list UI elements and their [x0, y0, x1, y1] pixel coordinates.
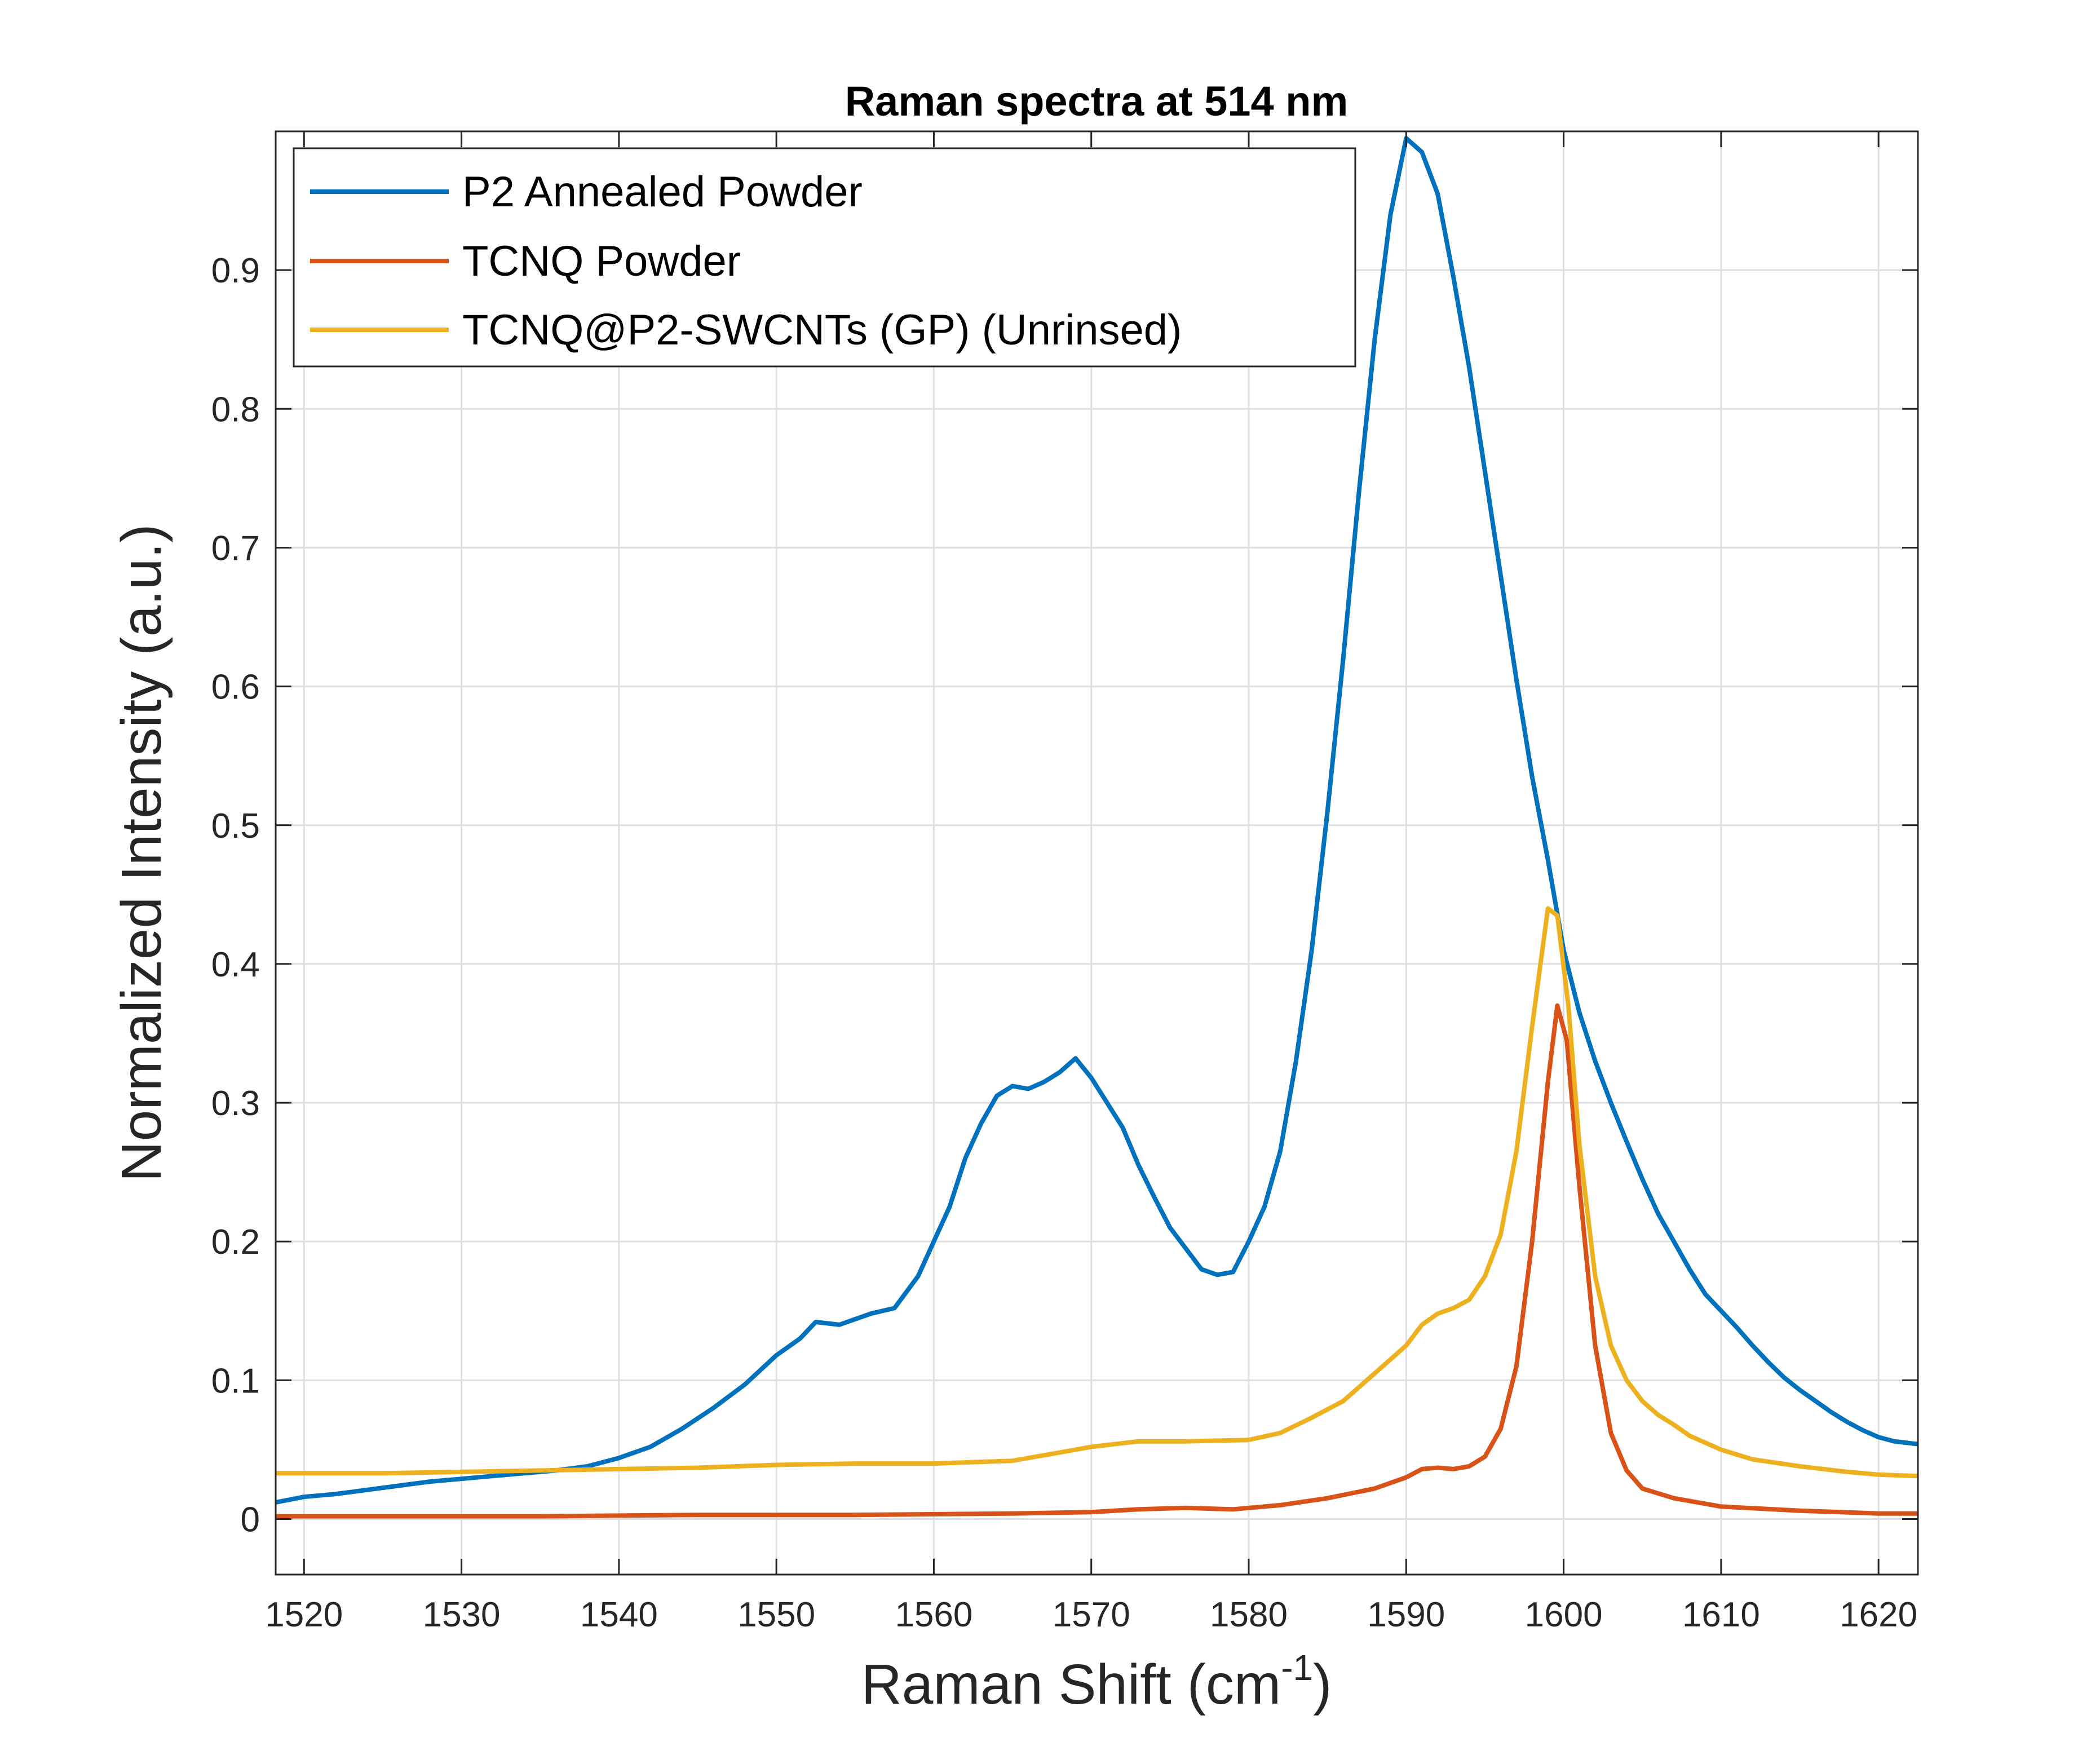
y-tick-label: 0.6: [211, 668, 260, 707]
grid: [276, 131, 1918, 1575]
x-tick-label: 1570: [1053, 1595, 1130, 1634]
y-tick-label: 0.5: [211, 807, 260, 846]
y-tick-labels: 0 0.1 0.2 0.3 0.4 0.5 0.6 0.7 0.8 0.9: [211, 251, 260, 1539]
plot-frame: [275, 130, 1919, 1576]
x-tick-label: 1590: [1367, 1595, 1445, 1634]
x-tick-label: 1620: [1840, 1595, 1917, 1634]
y-tick-label: 0: [241, 1501, 260, 1540]
x-axis-label: Raman Shift (cm-1): [861, 1647, 1332, 1716]
x-axis-label-superscript: -1: [1281, 1647, 1313, 1688]
x-tick-label: 1540: [580, 1595, 658, 1634]
y-tick-label: 0.9: [211, 251, 260, 290]
x-tick-label: 1550: [737, 1595, 815, 1634]
ticks: [276, 131, 1918, 1575]
y-tick-label: 0.2: [211, 1223, 260, 1262]
legend-label-tcnq-powder: TCNQ Powder: [462, 237, 741, 285]
y-tick-label: 0.3: [211, 1084, 260, 1123]
y-tick-label: 0.4: [211, 945, 260, 984]
x-tick-label: 1560: [895, 1595, 972, 1634]
series-line-tcnq-p2-swcnts: [276, 906, 1918, 1479]
y-tick-label: 0.8: [211, 390, 260, 429]
y-axis-label: Normalized Intensity (a.u.): [110, 524, 173, 1182]
y-tick-label: 0.1: [211, 1361, 260, 1400]
legend-box: [293, 147, 1356, 368]
x-tick-label: 1600: [1525, 1595, 1603, 1634]
legend-label-p2-annealed: P2 Annealed Powder: [462, 168, 863, 216]
series-line-p2-annealed: [276, 136, 1918, 1505]
x-axis-label-main: Raman Shift (cm: [861, 1653, 1281, 1716]
x-axis-label-tail: ): [1313, 1653, 1332, 1716]
legend: P2 Annealed Powder TCNQ Powder TCNQ@P2-S…: [293, 147, 1356, 368]
series-line-tcnq-powder: [276, 1003, 1918, 1519]
series-layer: [276, 136, 1918, 1519]
x-tick-label: 1530: [423, 1595, 501, 1634]
legend-label-tcnq-p2-swcnts: TCNQ@P2-SWCNTs (GP) (Unrinsed): [462, 306, 1182, 354]
x-tick-label: 1580: [1210, 1595, 1288, 1634]
y-tick-label: 0.7: [211, 529, 260, 568]
x-tick-labels: 1520 1530 1540 1550 1560 1570 1580 1590 1600 1610…: [265, 1595, 1917, 1634]
plot-area: [276, 131, 1918, 1575]
x-tick-label: 1610: [1682, 1595, 1760, 1634]
x-tick-label: 1520: [265, 1595, 343, 1634]
chart-title: Raman spectra at 514 nm: [845, 78, 1349, 125]
